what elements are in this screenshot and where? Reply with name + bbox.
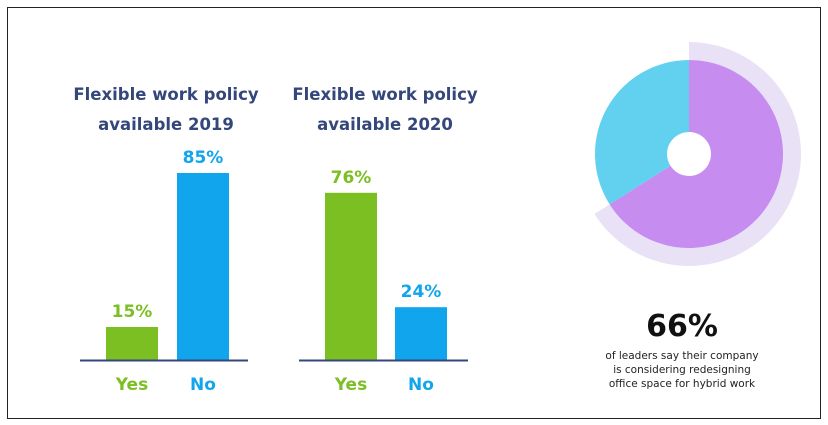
chart-canvas: Flexible work policy available 2019 Flex… [73,42,801,395]
chart2-bar-yes [325,192,377,360]
chart1-bar-no [177,173,229,360]
chart2-title-line1: Flexible work policy [292,85,477,104]
donut-caption-line3: office space for hybrid work [609,378,756,390]
chart1-title-line2: available 2019 [98,115,234,134]
chart2-value-label-yes: 76% [331,168,372,188]
donut-layer [594,42,801,266]
donut-slice-major [609,60,783,248]
donut-headline: 66% [646,309,718,344]
donut-caption-line2: is considering redesigning [613,364,751,376]
chart2-category-label-yes: Yes [334,375,367,395]
chart1-value-label-no: 85% [183,148,224,168]
chart2-value-label-no: 24% [401,282,442,302]
chart2-bar-no [395,307,447,360]
donut-caption-line1: of leaders say their company [605,350,758,362]
donut-slice-minor [594,60,689,205]
chart2-title-line2: available 2020 [317,115,453,134]
chart1-title-line1: Flexible work policy [73,85,258,104]
chart1-value-label-yes: 15% [112,302,153,322]
chart2-category-label-no: No [408,375,434,395]
infographic-frame: Flexible work policy available 2019 Flex… [7,7,821,419]
chart1-category-label-no: No [190,375,216,395]
chart1-category-label-yes: Yes [115,375,148,395]
chart1-bar-yes [106,327,158,360]
bars-layer: 15% Yes 85% No 76% Yes 24% No [80,148,468,395]
